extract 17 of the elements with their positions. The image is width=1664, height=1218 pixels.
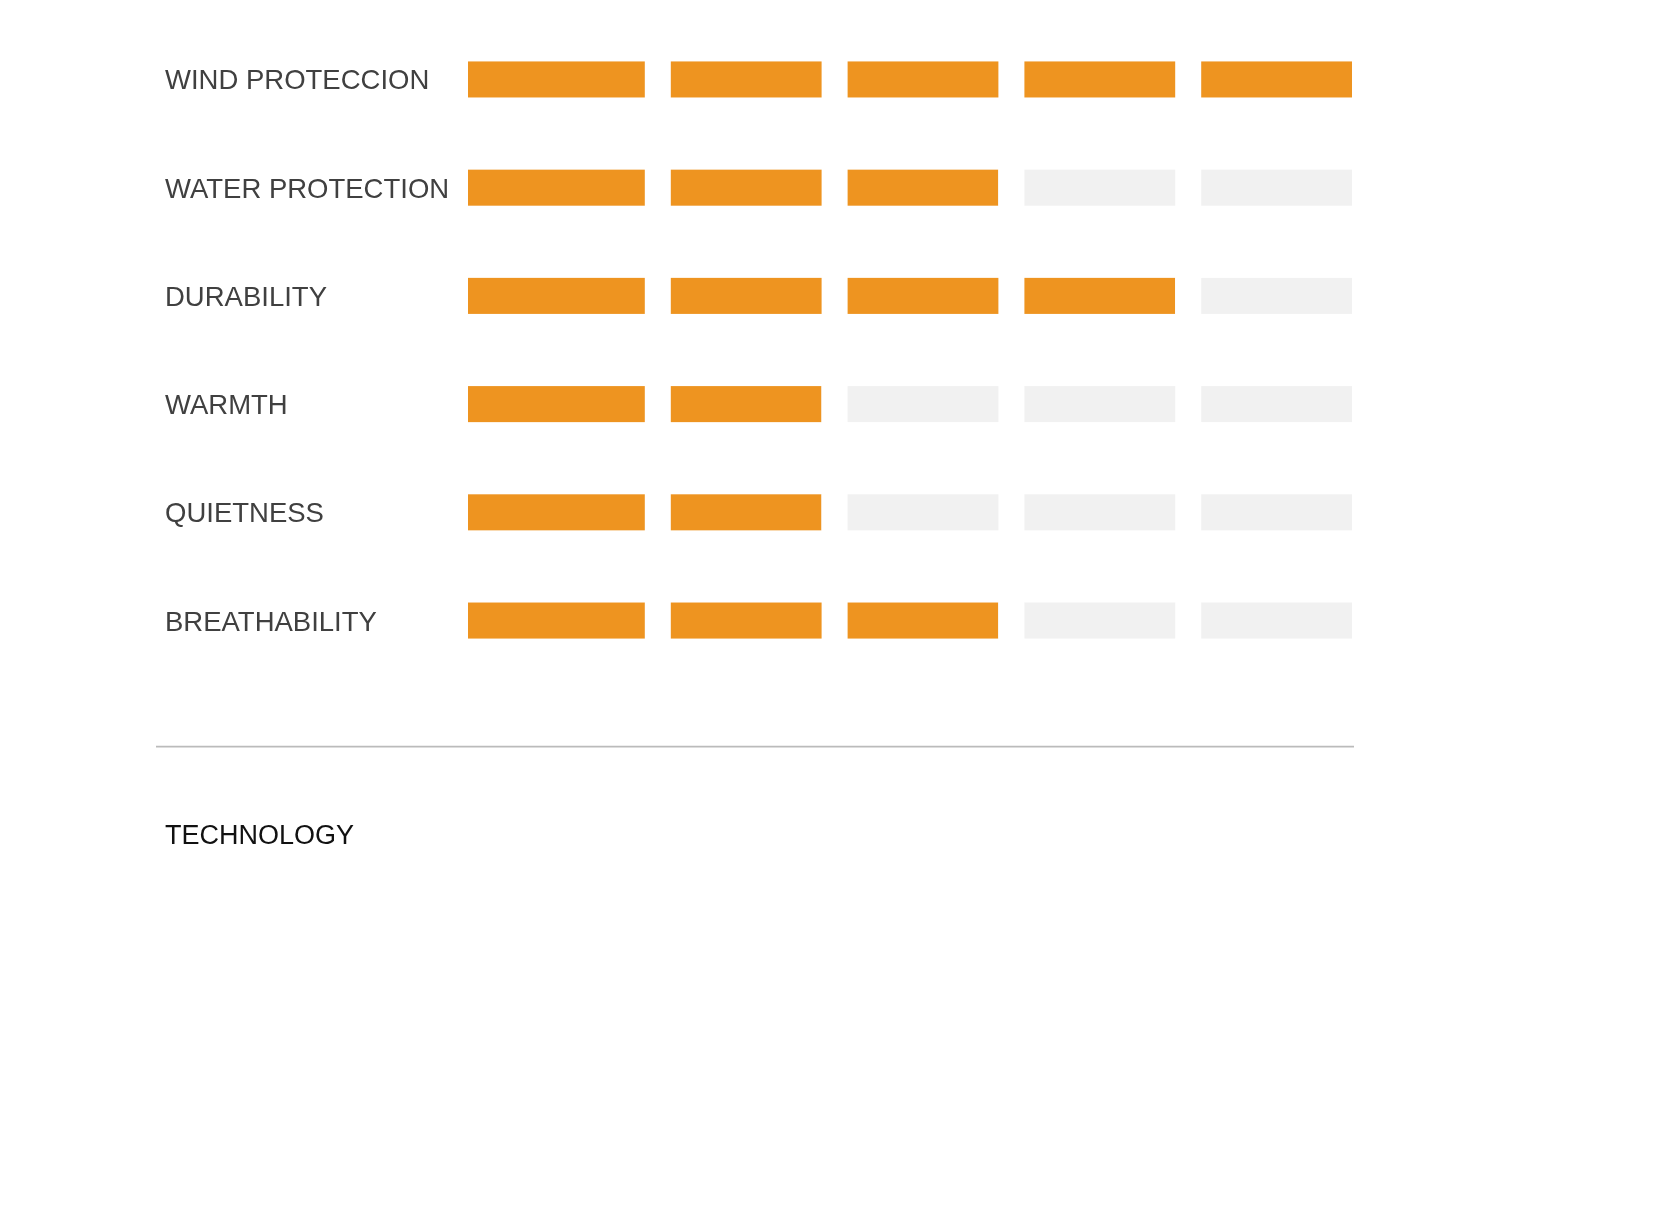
bar bbox=[468, 494, 822, 531]
y-tick-label: DURABILITY bbox=[165, 280, 327, 312]
y-tick-label: WIND PROTECCION bbox=[165, 64, 430, 96]
bar bbox=[998, 602, 1352, 639]
bar bbox=[821, 494, 1352, 531]
y-tick-label: BREATHABILITY bbox=[165, 605, 377, 637]
y-tick-label: WARMTH bbox=[165, 389, 288, 421]
bar bbox=[821, 386, 1352, 423]
bar bbox=[998, 169, 1352, 206]
bar bbox=[468, 386, 822, 423]
bar bbox=[468, 277, 1176, 314]
bar bbox=[468, 61, 1352, 98]
bar bbox=[468, 169, 999, 206]
text: TECHNOLOGY bbox=[165, 819, 355, 850]
y-tick-label: QUIETNESS bbox=[165, 497, 324, 529]
bar bbox=[468, 602, 999, 639]
y-tick-label: WATER PROTECTION bbox=[165, 172, 450, 204]
